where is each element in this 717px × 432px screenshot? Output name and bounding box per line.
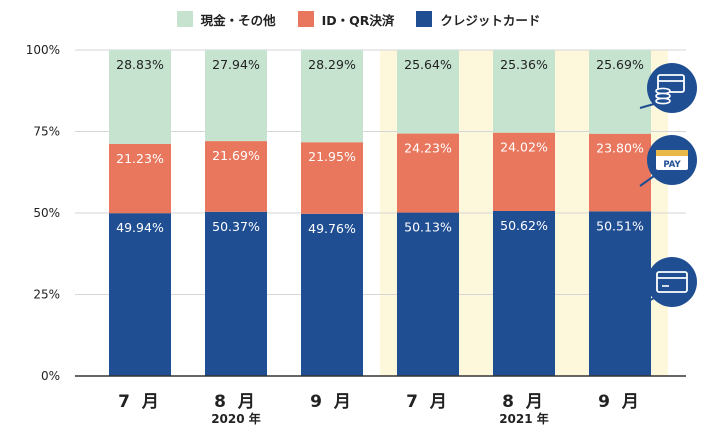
y-tick-label: 0% bbox=[41, 369, 60, 383]
data-label: 28.83% bbox=[116, 57, 164, 72]
credit-card-icon bbox=[639, 257, 697, 307]
legend-label-credit: クレジットカード bbox=[440, 12, 541, 28]
legend-label-qr: ID・QR決済 bbox=[321, 12, 395, 28]
data-label: 21.23% bbox=[116, 151, 164, 166]
bar-segment bbox=[205, 211, 267, 376]
icon-pointer bbox=[639, 297, 655, 307]
data-label: 21.95% bbox=[308, 149, 356, 164]
x-tick-label: 8 月 bbox=[214, 392, 258, 412]
cash-icon bbox=[639, 63, 697, 113]
x-tick-label: 7 月 bbox=[406, 392, 450, 412]
pay-card-icon: PAY bbox=[639, 135, 697, 187]
x-tick-label: 9 月 bbox=[310, 392, 354, 412]
data-label: 50.37% bbox=[212, 219, 260, 234]
icon-circle bbox=[647, 63, 697, 113]
x-tick-label: 8 月 bbox=[502, 392, 546, 412]
coin-shape bbox=[655, 97, 671, 105]
y-tick-label: 75% bbox=[33, 125, 60, 139]
legend-item-cash: 現金・その他 bbox=[176, 10, 276, 29]
card-outline bbox=[656, 271, 688, 293]
data-label: 50.62% bbox=[500, 218, 548, 233]
data-label: 25.64% bbox=[404, 57, 452, 72]
bar-segment bbox=[397, 50, 459, 134]
icon-pointer bbox=[639, 175, 655, 187]
pay-card-text: PAY bbox=[663, 160, 681, 170]
bar-segment bbox=[493, 210, 555, 376]
bar-segment bbox=[205, 50, 267, 142]
data-label: 28.29% bbox=[308, 57, 356, 72]
legend-item-qr: ID・QR決済 bbox=[297, 10, 395, 29]
legend-label-cash: 現金・その他 bbox=[200, 12, 276, 28]
chart-legend: 現金・その他 ID・QR決済 クレジットカード bbox=[0, 8, 717, 30]
data-label: 24.23% bbox=[404, 141, 452, 156]
bar-segment bbox=[589, 50, 651, 134]
data-label: 21.69% bbox=[212, 148, 260, 163]
y-tick-label: 50% bbox=[33, 206, 60, 220]
bar-segment bbox=[397, 212, 459, 376]
card-outline bbox=[657, 74, 685, 93]
bar-segment bbox=[589, 133, 651, 212]
bar-segment bbox=[109, 143, 171, 214]
bar-segment bbox=[301, 142, 363, 214]
data-label: 25.36% bbox=[500, 57, 548, 72]
legend-item-credit: クレジットカード bbox=[416, 10, 540, 29]
bar-segment bbox=[109, 50, 171, 144]
x-tick-label: 7 月 bbox=[118, 392, 162, 412]
y-tick-label: 25% bbox=[33, 288, 60, 302]
data-label: 25.69% bbox=[596, 57, 644, 72]
year-label-0: 2020 年 bbox=[211, 411, 261, 426]
data-label: 50.13% bbox=[404, 220, 452, 235]
bar-segment bbox=[589, 211, 651, 376]
bar-segment bbox=[397, 133, 459, 213]
x-tick-label: 9 月 bbox=[598, 392, 642, 412]
bar-segment bbox=[493, 50, 555, 133]
icon-pointer bbox=[639, 103, 655, 109]
bar-segment bbox=[109, 213, 171, 376]
data-label: 23.80% bbox=[596, 141, 644, 156]
data-label: 24.02% bbox=[500, 140, 548, 155]
legend-swatch-qr bbox=[297, 11, 314, 27]
bar-segment bbox=[493, 132, 555, 211]
data-label: 49.94% bbox=[116, 220, 164, 235]
data-label: 27.94% bbox=[212, 57, 260, 72]
data-label: 50.51% bbox=[596, 218, 644, 233]
bar-segment bbox=[205, 141, 267, 212]
legend-swatch-credit bbox=[416, 11, 433, 27]
year-label-1: 2021 年 bbox=[499, 411, 549, 426]
pay-card-stripe bbox=[656, 150, 688, 156]
legend-swatch-cash bbox=[176, 11, 193, 27]
data-label: 49.76% bbox=[308, 221, 356, 236]
icon-circle bbox=[647, 257, 697, 307]
bar-segment bbox=[301, 213, 363, 376]
bar-segment bbox=[301, 50, 363, 143]
y-tick-label: 100% bbox=[26, 43, 60, 57]
